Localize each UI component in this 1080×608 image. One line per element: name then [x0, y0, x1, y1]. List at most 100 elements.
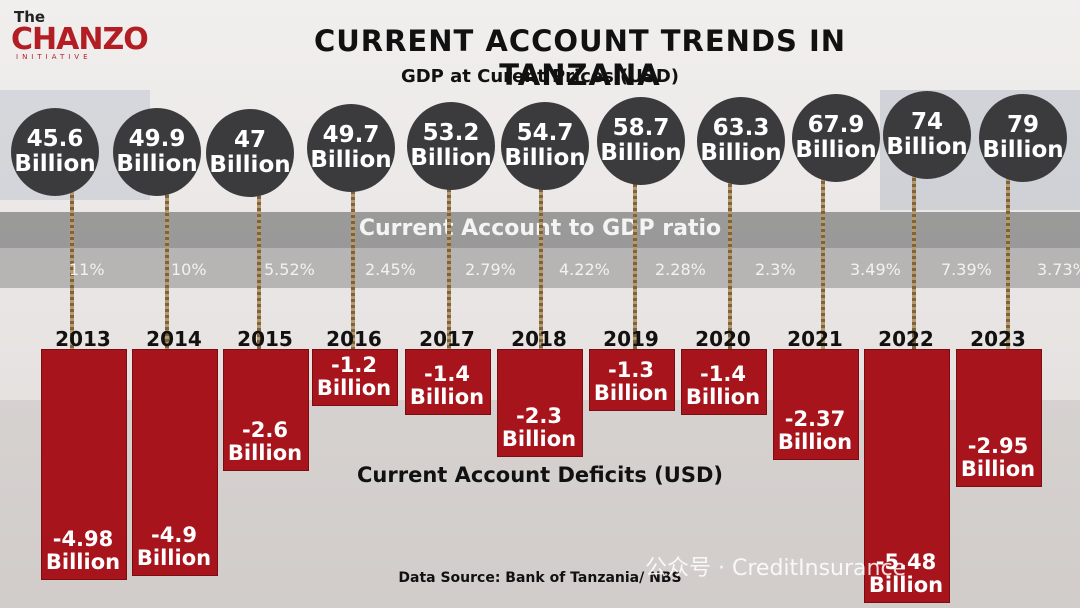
deficit-bar [41, 349, 127, 581]
deficit-value-label: -2.6 Billion [220, 417, 310, 465]
deficit-unit: Billion [960, 456, 1036, 481]
ratio-label: 3.49% [850, 260, 901, 279]
deficit-bar [497, 349, 583, 457]
gdp-value: 47 [233, 127, 266, 153]
deficit-value-label: -1.2 Billion [309, 354, 399, 400]
logo-chanzo: CHANZO [11, 22, 149, 57]
rope-connector [350, 188, 355, 395]
gdp-circle: 79 Billion [979, 94, 1067, 182]
year-label: 2023 [970, 327, 1026, 351]
gdp-unit: Billion [116, 151, 198, 177]
gdp-value: 49.7 [322, 122, 380, 148]
deficit-bar [405, 349, 491, 416]
watermark: 公众号 · CreditInsurance [645, 556, 907, 581]
chart-title: CURRENT ACCOUNT TRENDS IN TANZANA [313, 24, 847, 92]
ratio-label: 11% [69, 260, 105, 279]
deficit-value: -1.2 [331, 353, 377, 378]
rope-connector [912, 175, 917, 399]
deficit-value: -2.3 [516, 403, 562, 428]
deficit-unit: Billion [316, 376, 392, 401]
gdp-value: 63.3 [712, 115, 770, 141]
gdp-unit: Billion [982, 137, 1064, 163]
deficit-value: -2.37 [784, 407, 846, 432]
deficit-bar [864, 349, 950, 604]
deficit-value-label: -1.4 Billion [678, 363, 768, 409]
gdp-circle: 58.7 Billion [597, 97, 685, 185]
gdp-circle: 53.2 Billion [407, 102, 495, 190]
deficit-value-label: -4.9 Billion [129, 524, 219, 570]
gdp-circle: 63.3 Billion [697, 97, 785, 185]
deficit-unit: Billion [593, 380, 669, 405]
gdp-value: 74 [910, 109, 943, 135]
deficit-bar [681, 349, 767, 416]
deficit-axis-label: Current Account Deficits (USD) [357, 463, 723, 487]
deficit-unit: Billion [777, 430, 853, 455]
rope-connector [633, 181, 637, 399]
gdp-value: 53.2 [422, 120, 480, 146]
gdp-value: 67.9 [807, 112, 865, 138]
deficit-value: -1.4 [700, 362, 746, 387]
ratio-label: 4.22% [559, 260, 610, 279]
deficit-value-label: -5.48 Billion [861, 551, 951, 597]
deficit-value: -1.3 [608, 357, 654, 382]
ratio-label: 2.45% [365, 260, 416, 279]
year-label: 2013 [55, 327, 111, 351]
gdp-value: 45.6 [26, 126, 84, 152]
deficit-bar [589, 349, 675, 411]
gdp-value: 58.7 [612, 115, 670, 141]
deficit-value: -5.48 [875, 550, 937, 575]
deficit-unit: Billion [45, 550, 121, 575]
gdp-circle: 74 Billion [883, 91, 971, 179]
year-label: 2021 [787, 327, 843, 351]
gdp-unit: Billion [410, 145, 492, 171]
year-label: 2020 [695, 327, 751, 351]
ratio-label: 2.3% [755, 260, 796, 279]
rope-connector [165, 192, 170, 399]
deficit-value: -2.6 [242, 417, 288, 442]
deficit-value-label: -2.37 Billion [770, 408, 860, 454]
deficit-value-label: -1.4 Billion [402, 363, 492, 409]
ratio-label: 2.79% [465, 260, 516, 279]
deficit-value-label: -4.98 Billion [38, 528, 128, 574]
deficit-bar [312, 349, 398, 407]
gdp-unit: Billion [600, 140, 682, 166]
gdp-subtitle: GDP at Curent Prices (USD) [400, 66, 680, 87]
data-source: Data Source: Bank of Tanzania/ NBS [398, 570, 682, 586]
deficit-value: -1.4 [424, 362, 470, 387]
deficit-value-label: -2.3 Billion [494, 403, 584, 451]
year-label: 2022 [878, 327, 934, 351]
deficit-value: -2.95 [967, 433, 1029, 458]
gdp-unit: Billion [700, 140, 782, 166]
rope-connector [539, 186, 544, 399]
logo-initiative: INITIATIVE [16, 53, 92, 61]
deficit-bar [223, 349, 309, 471]
year-label: 2015 [237, 327, 293, 351]
gdp-circle: 45.6 Billion [11, 108, 99, 196]
deficit-bar [132, 349, 218, 577]
ratio-label: 10% [171, 260, 207, 279]
gdp-circle: 47 Billion [206, 109, 294, 197]
deficit-unit: Billion [685, 385, 761, 410]
year-label: 2016 [326, 327, 382, 351]
rope-connector [1006, 178, 1010, 399]
gdp-unit: Billion [310, 147, 392, 173]
gdp-unit: Billion [886, 134, 968, 160]
deficit-unit: Billion [409, 385, 485, 410]
year-label: 2017 [419, 327, 475, 351]
rope-connector [446, 186, 451, 399]
gdp-value: 79 [1006, 112, 1039, 138]
deficit-value-label: -2.95 Billion [953, 433, 1043, 481]
rope-connector [821, 178, 826, 399]
gdp-circle: 54.7 Billion [501, 102, 589, 190]
gdp-circle: 49.7 Billion [307, 104, 395, 192]
gdp-unit: Billion [795, 137, 877, 163]
year-label: 2019 [603, 327, 659, 351]
rope-connector [257, 193, 261, 399]
rope-connector [69, 192, 74, 399]
rope-connector [728, 181, 733, 399]
gdp-unit: Billion [504, 145, 586, 171]
gdp-unit: Billion [209, 152, 291, 178]
deficit-bar [773, 349, 859, 461]
gdp-circle: 49.9 Billion [113, 108, 201, 196]
